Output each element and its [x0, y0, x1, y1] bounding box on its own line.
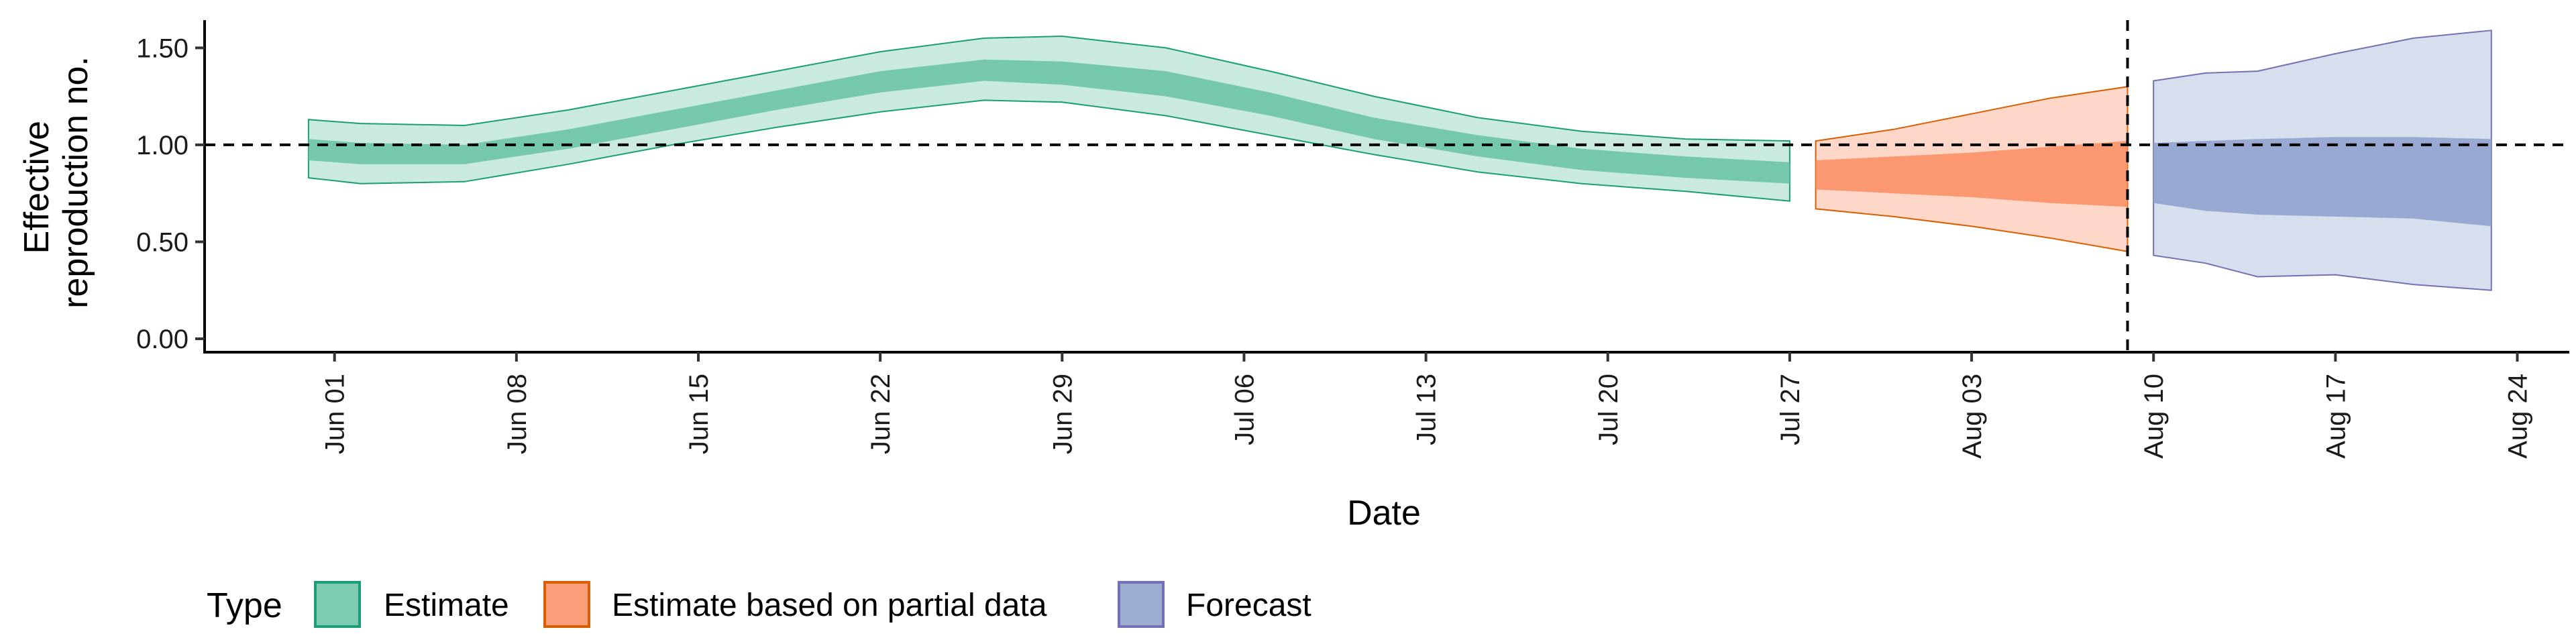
- y-axis-title-line-1: Effective: [17, 121, 56, 254]
- x-tick-label: Aug 17: [2321, 374, 2351, 459]
- x-tick-label: Jun 22: [866, 374, 896, 454]
- legend-key-estimate-based-on-partial-data: [543, 581, 590, 628]
- forecast-50-interval: [2153, 137, 2491, 227]
- legend-label-estimate: Estimate: [384, 588, 509, 623]
- y-tick-label: 0.50: [136, 227, 189, 257]
- x-tick-label: Jul 06: [1230, 374, 1259, 445]
- x-tick-label: Jul 13: [1412, 374, 1442, 445]
- legend-title: Type: [207, 586, 282, 625]
- estimate-90-interval: [307, 35, 1790, 202]
- legend-label-forecast: Forecast: [1186, 588, 1311, 623]
- x-tick-label: Jul 27: [1776, 374, 1805, 445]
- x-tick-label: Aug 10: [2139, 374, 2169, 459]
- x-tick-label: Jun 08: [502, 374, 532, 454]
- x-tick-label: Jun 29: [1048, 374, 1077, 454]
- y-tick-label: 1.00: [136, 131, 189, 160]
- x-tick-label: Aug 24: [2504, 374, 2533, 459]
- y-axis-title-line-2: reproduction no.: [56, 56, 95, 309]
- x-tick-label: Jun 15: [684, 374, 714, 454]
- y-axis-title: Effective reproduction no.: [17, 56, 95, 309]
- y-tick-label: 1.50: [136, 34, 189, 63]
- band-layer: [307, 30, 2492, 291]
- axes: 0.00 0.50 1.00 1.50 Jun 01 Jun 08 Jun 15 Jun 22…: [136, 20, 2569, 459]
- x-axis-title: Date: [1347, 494, 1421, 533]
- legend-key-forecast: [1118, 581, 1165, 628]
- estimate-50-interval: [308, 59, 1790, 184]
- x-tick-label: Jul 20: [1594, 374, 1623, 445]
- legend-key-estimate: [314, 581, 361, 628]
- legend: Type Estimate Estimate based on partial d…: [207, 581, 1311, 628]
- y-tick-label: 0.00: [136, 325, 189, 354]
- x-tick-label: Jun 01: [321, 374, 350, 454]
- legend-label-estimate-based-on-partial-data: Estimate based on partial data: [612, 588, 1047, 623]
- estimate-based-on-partial-data-50-interval: [1815, 141, 2128, 207]
- x-tick-label: Aug 03: [1957, 374, 1987, 459]
